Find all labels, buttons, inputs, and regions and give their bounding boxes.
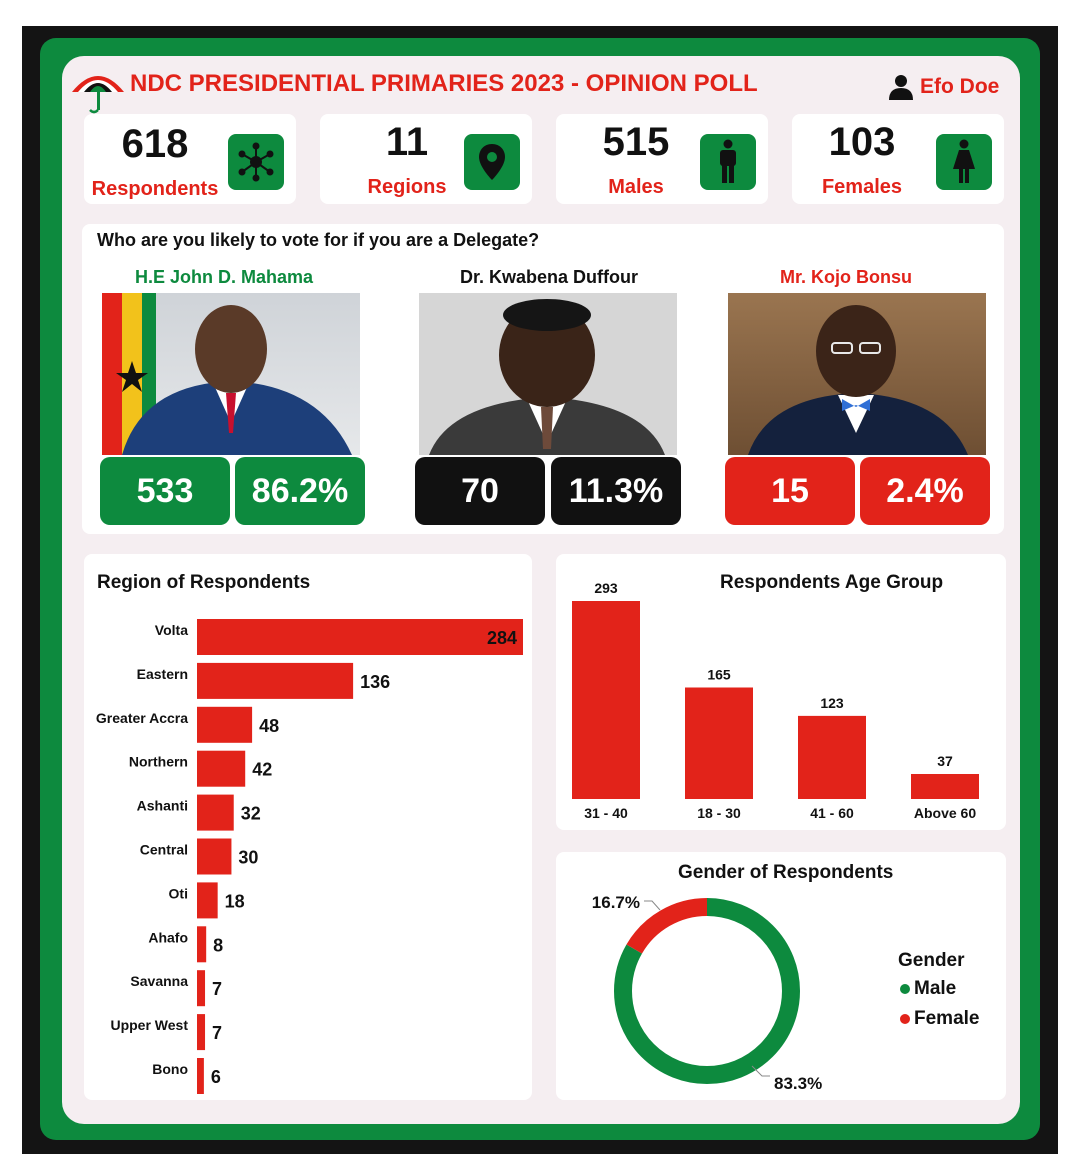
region-bar-bono[interactable] bbox=[197, 1058, 204, 1094]
region-value-central: 30 bbox=[238, 848, 258, 868]
gender-legend-title: Gender bbox=[898, 950, 965, 971]
kpi-label-males: Males bbox=[608, 176, 664, 198]
age-bar-18-30[interactable] bbox=[685, 687, 753, 799]
page-title: NDC PRESIDENTIAL PRIMARIES 2023 - OPINIO… bbox=[130, 70, 758, 97]
region-bar-ashanti[interactable] bbox=[197, 794, 234, 831]
region-value-upper-west: 7 bbox=[212, 1023, 222, 1043]
region-label-greater-accra: Greater Accra bbox=[96, 710, 188, 726]
votes-count-bonsu: 15 bbox=[725, 457, 855, 525]
region-chart-title: Region of Respondents bbox=[97, 572, 311, 593]
kpi-label-regions: Regions bbox=[367, 176, 447, 198]
kpi-icon-regions bbox=[464, 134, 520, 190]
female-icon bbox=[953, 139, 975, 183]
candidate-photo-bonsu bbox=[728, 293, 986, 455]
gender-value-male: 83.3% bbox=[774, 1074, 822, 1093]
region-label-northern: Northern bbox=[129, 754, 188, 770]
region-bar-eastern[interactable] bbox=[197, 662, 354, 699]
age-bar-chart: 293 31 - 40 165 18 - 30 123 41 - 60 37 Above 60 bbox=[572, 580, 979, 821]
gender-chart-title: Gender of Respondents bbox=[678, 862, 894, 883]
votes-percent-duffour: 11.3% bbox=[551, 457, 681, 525]
legend-label-female: Female bbox=[914, 1008, 980, 1029]
age-bar-41-60[interactable] bbox=[798, 715, 866, 799]
map-pin-icon bbox=[479, 144, 505, 180]
male-leader-line bbox=[751, 1065, 770, 1077]
region-bar-oti[interactable] bbox=[197, 882, 218, 919]
kpi-value-respondents: 618 bbox=[121, 122, 189, 166]
region-label-savanna: Savanna bbox=[130, 973, 188, 989]
kpi-value-males: 515 bbox=[602, 120, 670, 164]
region-bar-upper-west[interactable] bbox=[197, 1014, 206, 1051]
region-bar-savanna[interactable] bbox=[197, 970, 206, 1007]
ndc-umbrella-logo-icon bbox=[72, 76, 124, 114]
kpi-icon-females bbox=[936, 134, 992, 190]
age-label-above-60: Above 60 bbox=[914, 805, 976, 821]
candidate-photo-mahama bbox=[102, 293, 360, 455]
kpi-label-respondents: Respondents bbox=[91, 178, 219, 200]
region-label-volta: Volta bbox=[155, 622, 188, 638]
female-leader-line bbox=[644, 900, 661, 911]
age-value-18-30: 165 bbox=[707, 666, 731, 682]
region-value-ahafo: 8 bbox=[213, 935, 223, 955]
region-value-savanna: 7 bbox=[212, 979, 222, 999]
legend-item-female[interactable]: Female bbox=[900, 1008, 979, 1030]
votes-count-mahama: 533 bbox=[100, 457, 230, 525]
region-bar-central[interactable] bbox=[197, 838, 232, 875]
age-label-41-60: 41 - 60 bbox=[810, 805, 854, 821]
poll-question: Who are you likely to vote for if you ar… bbox=[97, 230, 540, 250]
user-name: Efo Doe bbox=[920, 75, 1000, 98]
kpi-icon-males bbox=[700, 134, 756, 190]
gender-value-female: 16.7% bbox=[592, 893, 640, 912]
region-label-oti: Oti bbox=[169, 885, 188, 901]
legend-dot-female bbox=[900, 1014, 910, 1024]
region-bar-ahafo[interactable] bbox=[197, 926, 207, 963]
network-icon bbox=[238, 142, 274, 182]
candidate-photo-duffour bbox=[419, 293, 677, 455]
region-bar-greater-accra[interactable] bbox=[197, 706, 253, 743]
region-bar-northern[interactable] bbox=[197, 750, 246, 787]
region-value-ashanti: 32 bbox=[241, 804, 261, 824]
age-value-above-60: 37 bbox=[937, 753, 953, 769]
candidate-name-mahama: H.E John D. Mahama bbox=[134, 267, 314, 287]
legend-label-male: Male bbox=[914, 978, 957, 999]
age-bar-31-40[interactable] bbox=[572, 601, 640, 799]
votes-count-duffour: 70 bbox=[415, 457, 545, 525]
region-value-eastern: 136 bbox=[360, 672, 390, 692]
region-label-ahafo: Ahafo bbox=[148, 929, 188, 945]
votes-percent-mahama: 86.2% bbox=[235, 457, 365, 525]
age-label-31-40: 31 - 40 bbox=[584, 805, 628, 821]
age-label-18-30: 18 - 30 bbox=[697, 805, 741, 821]
region-value-bono: 6 bbox=[211, 1067, 221, 1087]
age-value-41-60: 123 bbox=[820, 695, 844, 711]
legend-dot-male bbox=[900, 984, 910, 994]
male-icon bbox=[720, 139, 736, 183]
region-label-upper-west: Upper West bbox=[110, 1017, 188, 1033]
age-bar-above-60[interactable] bbox=[911, 773, 979, 799]
region-bar-volta[interactable] bbox=[197, 619, 523, 655]
region-value-oti: 18 bbox=[225, 891, 245, 911]
region-value-northern: 42 bbox=[252, 760, 272, 780]
legend-item-male[interactable]: Male bbox=[900, 978, 956, 1000]
candidate-name-duffour: Dr. Kwabena Duffour bbox=[459, 267, 638, 287]
kpi-icon-respondents bbox=[228, 134, 284, 190]
kpi-value-regions: 11 bbox=[385, 120, 429, 164]
gender-slice-female[interactable] bbox=[614, 898, 800, 1084]
region-label-eastern: Eastern bbox=[137, 666, 188, 682]
region-value-greater-accra: 48 bbox=[259, 716, 279, 736]
region-value-volta: 284 bbox=[487, 628, 517, 648]
votes-percent-bonsu: 2.4% bbox=[860, 457, 990, 525]
kpi-value-females: 103 bbox=[828, 120, 896, 164]
region-label-central: Central bbox=[140, 842, 188, 858]
gender-donut-chart: 16.7% 83.3% bbox=[592, 893, 822, 1093]
region-label-bono: Bono bbox=[152, 1061, 188, 1077]
age-chart-title: Respondents Age Group bbox=[720, 572, 944, 593]
kpi-label-females: Females bbox=[821, 176, 903, 198]
region-label-ashanti: Ashanti bbox=[137, 798, 188, 814]
age-value-31-40: 293 bbox=[594, 580, 618, 596]
candidate-name-bonsu: Mr. Kojo Bonsu bbox=[780, 267, 912, 287]
user-badge[interactable]: Efo Doe bbox=[888, 74, 999, 100]
region-bar-chart: Volta 284 Eastern 136 Greater Accra 48 Norther… bbox=[96, 619, 523, 1094]
user-icon bbox=[889, 75, 913, 100]
